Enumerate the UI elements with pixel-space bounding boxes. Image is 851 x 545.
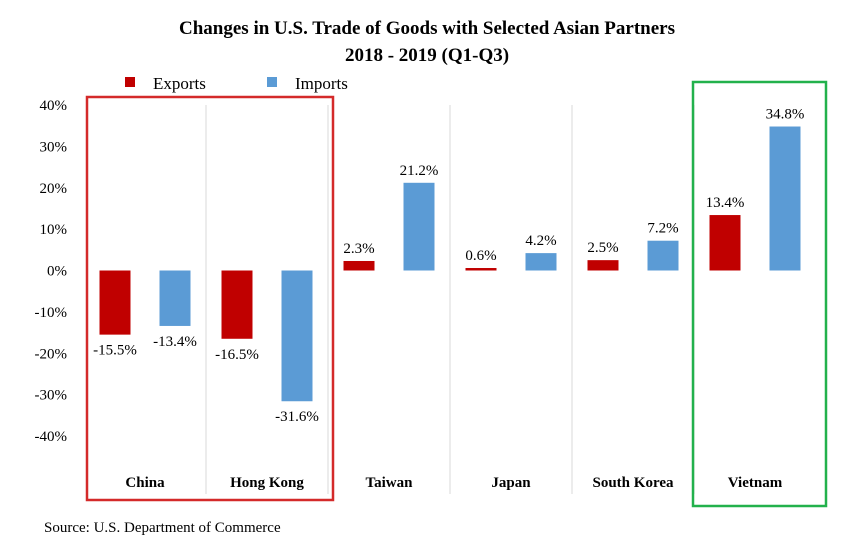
chart-title: Changes in U.S. Trade of Goods with Sele… — [179, 18, 675, 39]
y-tick-label: 30% — [40, 139, 68, 155]
legend-label-imports: Imports — [295, 74, 348, 93]
category-label: South Korea — [593, 475, 674, 491]
bar-exports — [221, 270, 253, 339]
bar-imports — [159, 270, 191, 326]
legend: Exports Imports — [125, 74, 348, 93]
data-label: 2.3% — [343, 241, 374, 257]
category-label: Hong Kong — [230, 475, 304, 491]
category-label: Japan — [491, 475, 531, 491]
y-tick-label: -30% — [35, 388, 68, 404]
data-label: -16.5% — [215, 347, 259, 363]
highlight-box — [691, 80, 828, 508]
bar-imports — [525, 253, 557, 271]
y-tick-label: 40% — [40, 98, 68, 114]
source-note: Source: U.S. Department of Commerce — [44, 520, 281, 536]
data-label: 4.2% — [525, 233, 556, 249]
y-tick-label: 0% — [47, 264, 67, 280]
data-label: 2.5% — [587, 240, 618, 256]
data-label: -15.5% — [93, 343, 137, 359]
data-label: 34.8% — [766, 107, 805, 123]
legend-swatch-exports — [125, 77, 135, 87]
category-label: Vietnam — [728, 475, 783, 491]
y-tick-label: -10% — [35, 305, 68, 321]
data-label: 13.4% — [706, 195, 745, 211]
bar-exports — [587, 260, 619, 271]
data-label: -31.6% — [275, 409, 319, 425]
bar-imports — [281, 270, 313, 402]
data-label: 0.6% — [465, 248, 496, 264]
chart-subtitle: 2018 - 2019 (Q1-Q3) — [345, 45, 509, 66]
highlight-box — [85, 95, 335, 502]
y-tick-label: -40% — [35, 429, 68, 445]
legend-swatch-imports — [267, 77, 277, 87]
y-tick-label: -20% — [35, 346, 68, 362]
bar-imports — [647, 240, 679, 271]
bar-exports — [465, 268, 497, 271]
bars — [99, 126, 801, 402]
data-label: 21.2% — [400, 163, 439, 179]
bar-exports — [343, 260, 375, 271]
y-axis-ticks: 40% 30% 20% 10% 0% -10% -20% -30% -40% — [35, 98, 68, 445]
data-label: 7.2% — [647, 221, 678, 237]
bar-imports — [769, 126, 801, 271]
y-tick-label: 20% — [40, 181, 68, 197]
y-tick-label: 10% — [40, 222, 68, 238]
data-labels: -15.5% -16.5% 2.3% 0.6% 2.5% 13.4% -13.4% -31.6… — [93, 107, 804, 426]
highlight-boxes — [85, 80, 828, 508]
category-label: Taiwan — [366, 475, 414, 491]
category-labels: China Hong Kong Taiwan Japan South Korea Viet… — [125, 475, 782, 491]
bar-exports — [709, 215, 741, 271]
bar-exports — [99, 270, 131, 335]
grid-lines — [205, 105, 695, 494]
data-label: -13.4% — [153, 334, 197, 350]
legend-label-exports: Exports — [153, 74, 206, 93]
category-label: China — [125, 475, 165, 491]
bar-imports — [403, 182, 435, 271]
